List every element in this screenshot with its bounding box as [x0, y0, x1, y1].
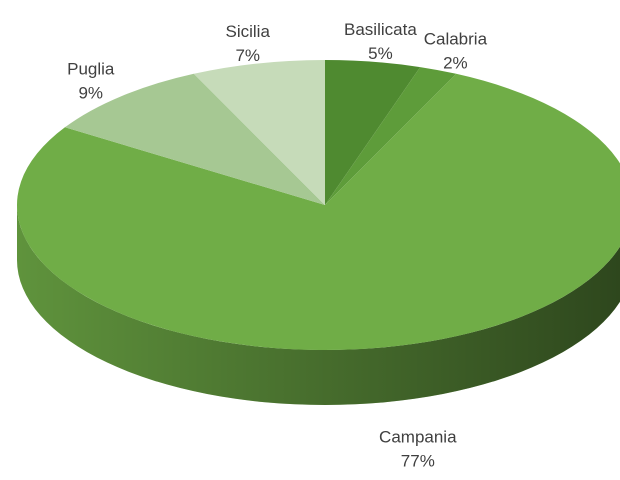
data-label-value: 9%: [78, 83, 103, 102]
data-label-value: 77%: [401, 451, 435, 470]
slice: [64, 73, 326, 205]
slice: [17, 73, 620, 350]
data-label-name: Sicilia: [226, 22, 271, 41]
data-label-value: 2%: [443, 53, 468, 72]
data-label-name: Campania: [379, 427, 457, 446]
data-label-value: 5%: [368, 44, 393, 63]
slice: [325, 60, 421, 205]
data-label-name: Calabria: [424, 29, 488, 48]
slice: [325, 67, 457, 205]
data-label-value: 7%: [235, 46, 260, 65]
data-label-name: Basilicata: [344, 20, 417, 39]
slice: [193, 60, 325, 205]
data-label-name: Puglia: [67, 59, 115, 78]
slice-side-shade: [17, 205, 620, 405]
